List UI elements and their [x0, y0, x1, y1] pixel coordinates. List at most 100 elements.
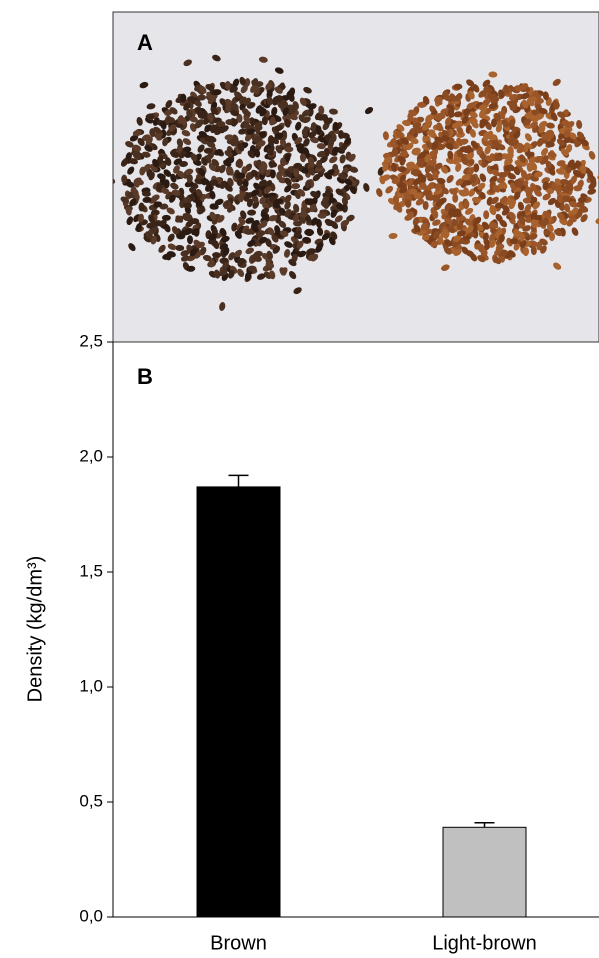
seed — [277, 164, 285, 174]
seed — [488, 134, 498, 141]
seed — [265, 261, 275, 269]
seed — [237, 258, 245, 266]
seed — [474, 243, 484, 250]
seed — [338, 130, 345, 140]
seed — [136, 116, 143, 126]
seed — [456, 126, 464, 135]
seed — [163, 169, 172, 177]
seed — [316, 241, 324, 250]
seed — [442, 228, 450, 238]
seed — [311, 217, 318, 226]
seed — [364, 106, 374, 115]
seed — [463, 145, 472, 153]
seed — [271, 234, 279, 243]
seed — [183, 59, 192, 67]
seed — [472, 84, 480, 93]
seed — [268, 161, 278, 168]
seed — [522, 118, 532, 126]
seed — [391, 177, 401, 184]
seed — [189, 248, 197, 257]
seed — [408, 127, 416, 137]
seed — [220, 125, 229, 133]
seed — [187, 96, 197, 103]
seed — [317, 135, 326, 143]
seed — [540, 245, 547, 254]
seed — [334, 215, 343, 223]
seed — [534, 98, 544, 105]
seed — [556, 194, 564, 203]
seed — [291, 183, 301, 190]
seed — [492, 184, 501, 193]
seed — [397, 156, 406, 163]
seed — [184, 168, 194, 175]
seed — [408, 188, 418, 195]
seed — [198, 205, 205, 215]
seed — [214, 198, 224, 206]
seed — [508, 211, 516, 220]
seed — [580, 164, 587, 174]
seed — [445, 142, 454, 150]
seed — [292, 101, 299, 110]
seed — [464, 218, 473, 226]
seed — [530, 246, 537, 256]
seed — [328, 108, 338, 115]
seed — [274, 132, 284, 139]
seed — [553, 100, 560, 110]
seed — [170, 173, 177, 183]
seed — [278, 220, 287, 228]
seed — [154, 131, 163, 139]
seed — [425, 165, 435, 172]
seed — [240, 85, 248, 94]
seed — [340, 219, 350, 227]
seed — [176, 233, 186, 240]
seed — [534, 189, 542, 197]
seed — [272, 245, 281, 254]
seed — [205, 183, 212, 192]
seed — [317, 212, 327, 219]
seed — [301, 128, 309, 138]
seed — [545, 187, 554, 194]
seed — [197, 94, 207, 101]
seed — [447, 150, 454, 160]
seed — [425, 140, 434, 149]
seed — [113, 176, 116, 184]
seed — [475, 223, 484, 232]
seed — [330, 209, 338, 218]
seed — [577, 196, 587, 203]
seed — [253, 85, 260, 95]
seed — [224, 150, 233, 157]
seed — [183, 213, 193, 220]
seed — [284, 146, 294, 153]
seed — [208, 258, 215, 268]
seed — [551, 182, 559, 191]
seed — [335, 188, 344, 196]
seed — [310, 136, 319, 144]
seed — [310, 190, 319, 198]
seed — [490, 96, 500, 104]
seed — [432, 171, 439, 181]
x-tick-label: Brown — [210, 932, 267, 954]
seed — [494, 153, 503, 161]
seed — [557, 111, 566, 119]
seed — [247, 239, 256, 247]
seed — [295, 121, 302, 131]
seed — [201, 157, 208, 166]
seed — [556, 160, 566, 167]
seed — [144, 145, 153, 152]
seed — [210, 106, 219, 115]
seed — [552, 78, 561, 87]
seed — [382, 163, 389, 172]
seed — [276, 171, 283, 181]
seed — [307, 156, 315, 166]
seed — [571, 227, 579, 236]
seed — [274, 86, 283, 94]
seed — [514, 181, 524, 188]
seed — [509, 238, 519, 245]
seed — [303, 86, 312, 94]
seed — [255, 120, 263, 129]
seed — [546, 223, 554, 233]
seed — [451, 219, 459, 228]
seed — [532, 201, 541, 210]
seed — [420, 222, 429, 231]
seed — [186, 174, 193, 184]
